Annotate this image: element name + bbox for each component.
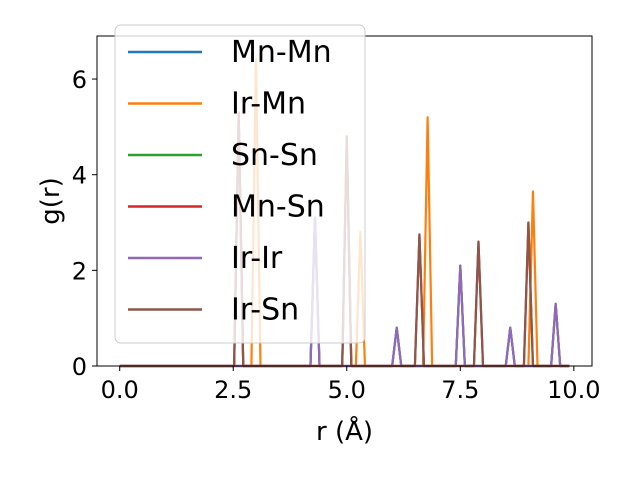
legend-label: Ir-Sn bbox=[231, 293, 299, 328]
legend-label: Mn-Sn bbox=[231, 190, 325, 225]
x-tick-label: 7.5 bbox=[441, 376, 479, 404]
y-tick-label: 6 bbox=[72, 66, 87, 94]
x-axis-label: r (Å) bbox=[316, 415, 373, 447]
x-tick-label: 5.0 bbox=[328, 376, 366, 404]
legend-label: Ir-Ir bbox=[231, 241, 283, 276]
y-tick-label: 2 bbox=[72, 257, 87, 285]
y-tick-label: 0 bbox=[72, 353, 87, 381]
y-tick-label: 4 bbox=[72, 162, 87, 190]
x-tick-label: 2.5 bbox=[214, 376, 252, 404]
x-tick-label: 10.0 bbox=[547, 376, 600, 404]
legend: Mn-Mn Ir-Mn Sn-Sn Mn-Sn Ir-Ir Ir-Sn bbox=[115, 25, 365, 343]
x-tick-label: 0.0 bbox=[101, 376, 139, 404]
y-axis-label: g(r) bbox=[36, 177, 66, 224]
legend-label: Mn-Mn bbox=[231, 35, 332, 70]
legend-label: Sn-Sn bbox=[231, 138, 318, 173]
legend-label: Ir-Mn bbox=[231, 87, 306, 122]
